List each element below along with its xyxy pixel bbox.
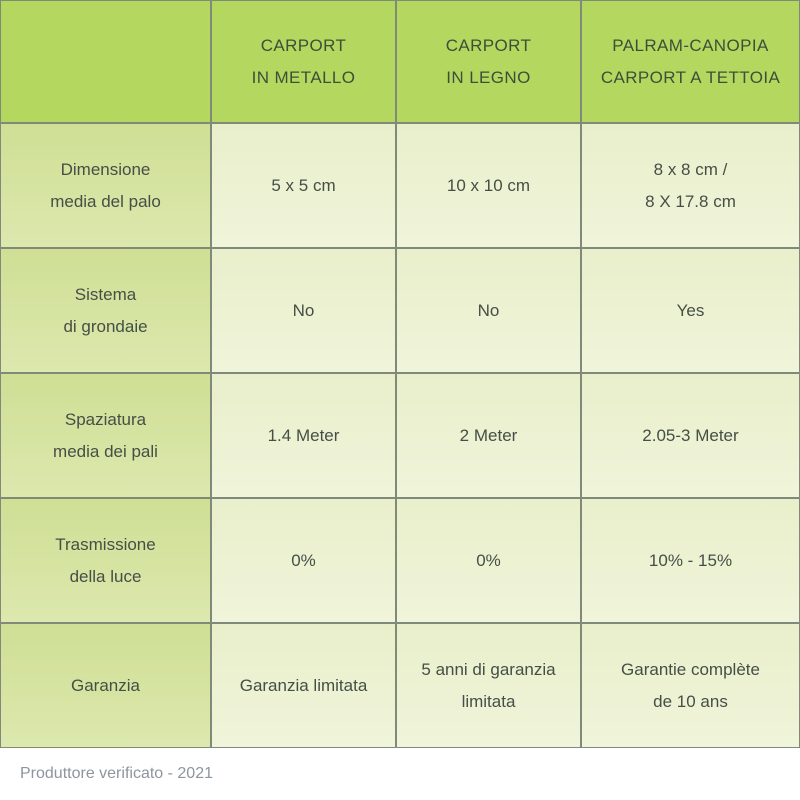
value-grondaie-palram: Yes: [582, 249, 799, 372]
value-spaziatura-metallo: 1.4 Meter: [212, 374, 395, 497]
value-spaziatura-palram: 2.05-3 Meter: [582, 374, 799, 497]
value-dimensione-palram: 8 x 8 cm / 8 X 17.8 cm: [582, 124, 799, 247]
value-trasmissione-legno: 0%: [397, 499, 580, 622]
value-garanzia-palram: Garantie complète de 10 ans: [582, 624, 799, 747]
column-header-carport-metallo: CARPORT IN METALLO: [212, 1, 395, 122]
value-garanzia-legno: 5 anni di garanzia limitata: [397, 624, 580, 747]
value-grondaie-legno: No: [397, 249, 580, 372]
verified-manufacturer-note: Produttore verificato - 2021: [0, 748, 800, 800]
value-trasmissione-metallo: 0%: [212, 499, 395, 622]
column-header-palram-canopia: PALRAM-CANOPIA CARPORT A TETTOIA: [582, 1, 799, 122]
row-label-trasmissione-luce: Trasmissione della luce: [1, 499, 210, 622]
value-grondaie-metallo: No: [212, 249, 395, 372]
value-spaziatura-legno: 2 Meter: [397, 374, 580, 497]
value-trasmissione-palram: 10% - 15%: [582, 499, 799, 622]
value-garanzia-metallo: Garanzia limitata: [212, 624, 395, 747]
row-label-garanzia: Garanzia: [1, 624, 210, 747]
column-header-carport-legno: CARPORT IN LEGNO: [397, 1, 580, 122]
value-dimensione-legno: 10 x 10 cm: [397, 124, 580, 247]
comparison-table: CARPORT IN METALLO CARPORT IN LEGNO PALR…: [0, 0, 800, 748]
row-label-dimensione-palo: Dimensione media del palo: [1, 124, 210, 247]
value-dimensione-metallo: 5 x 5 cm: [212, 124, 395, 247]
header-corner-cell: [1, 1, 210, 122]
row-label-spaziatura-pali: Spaziatura media dei pali: [1, 374, 210, 497]
row-label-sistema-grondaie: Sistema di grondaie: [1, 249, 210, 372]
